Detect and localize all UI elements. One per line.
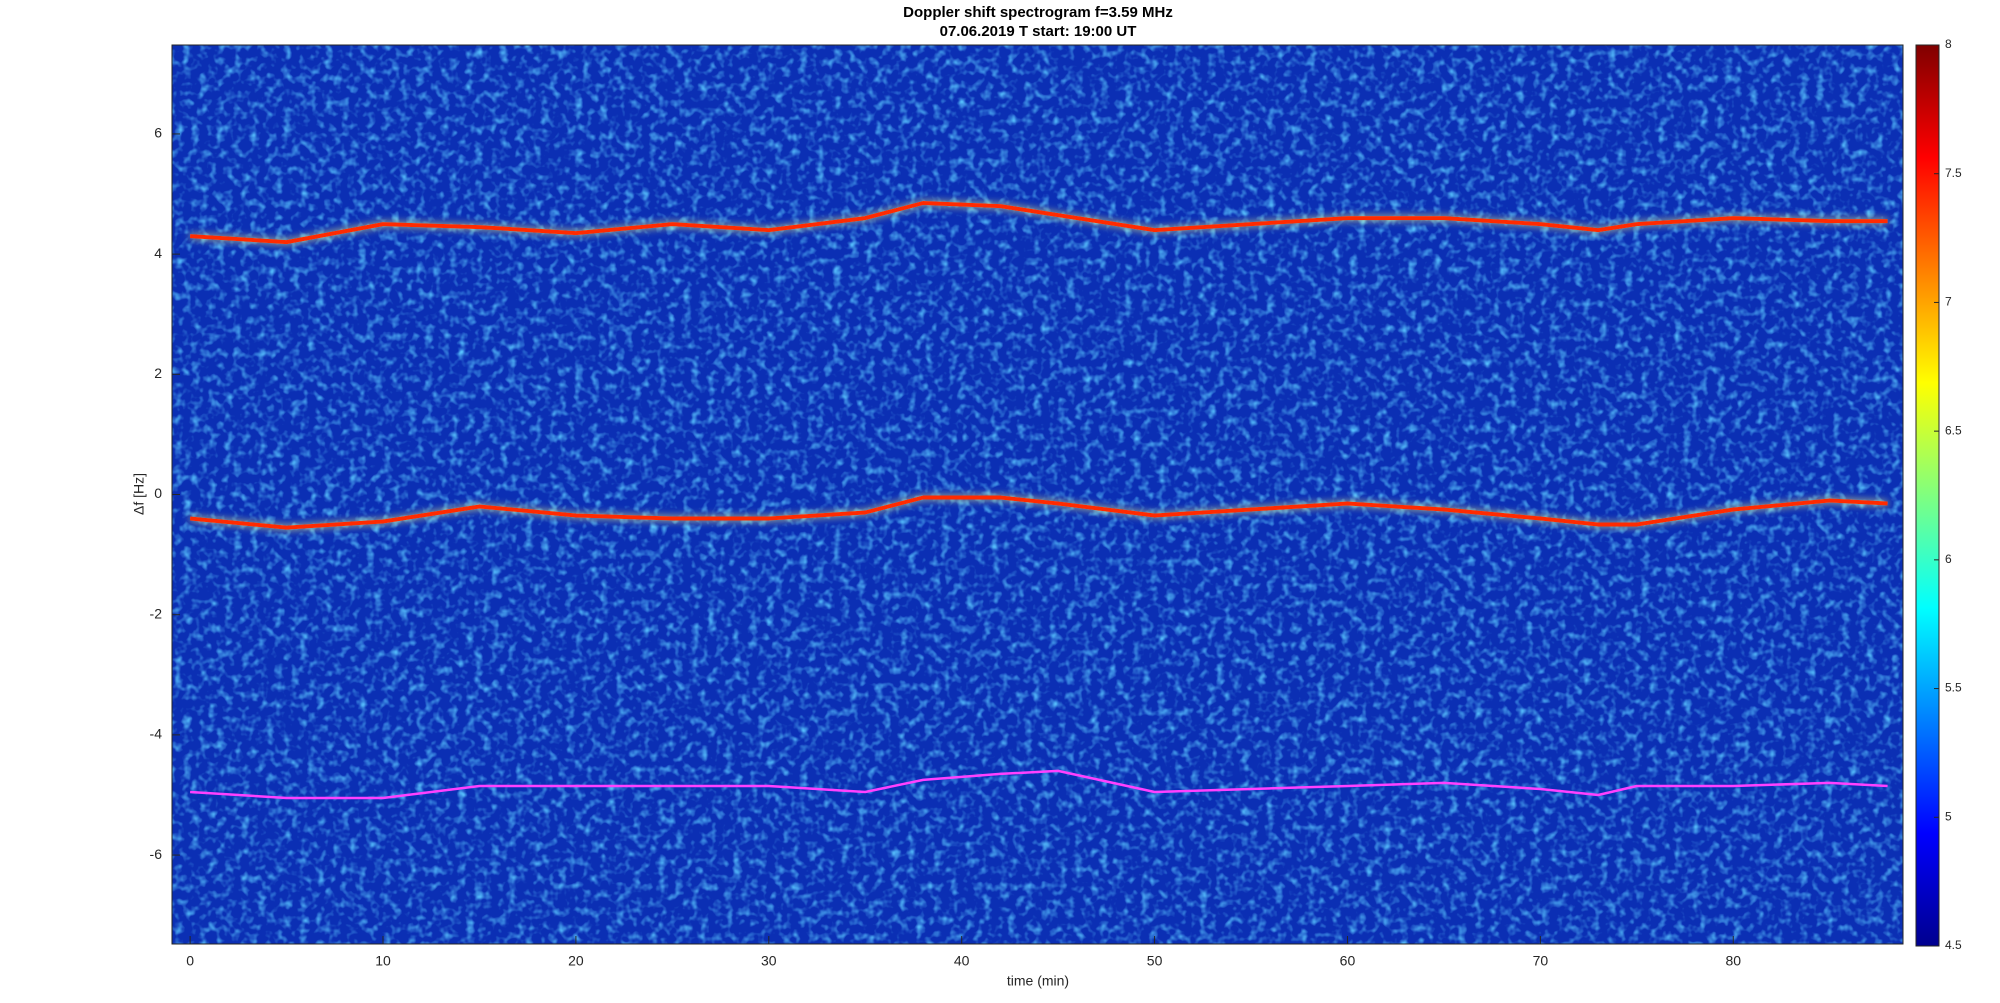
y-tick-label: 0 (154, 485, 162, 501)
y-tick-label: 4 (154, 245, 162, 261)
x-tick-label: 10 (375, 953, 391, 969)
y-tick-label: -6 (150, 846, 163, 862)
x-tick-label: 0 (186, 953, 194, 969)
trace-line (189, 201, 1888, 245)
y-tick-label: 2 (154, 365, 162, 381)
x-tick-label: 70 (1533, 953, 1549, 969)
x-tick-label: 20 (568, 953, 584, 969)
y-axis-label: Δf [Hz] (131, 473, 147, 515)
noise-texture (172, 45, 1903, 944)
chart-subtitle: 07.06.2019 T start: 19:00 UT (940, 23, 1137, 40)
colorbar-tick-label: 6.5 (1945, 423, 1962, 437)
colorbar (1916, 45, 1939, 946)
colorbar-frame (1915, 44, 1940, 947)
x-tick-label: 60 (1340, 953, 1356, 969)
colorbar-tick-label: 8 (1945, 37, 1952, 51)
colorbar-tick-label: 7.5 (1945, 166, 1962, 180)
trace-line (189, 495, 1888, 530)
y-tick-label: -4 (150, 726, 163, 742)
colorbar-tick-label: 6 (1945, 552, 1952, 566)
x-tick-label: 30 (761, 953, 777, 969)
x-tick-label: 50 (1147, 953, 1163, 969)
y-tick-label: 6 (154, 125, 162, 141)
colorbar-tick-label: 7 (1945, 295, 1952, 309)
colorbar-tick-label: 5.5 (1945, 681, 1962, 695)
x-axis-label: time (min) (1007, 973, 1069, 989)
colorbar-tick-label: 4.5 (1945, 938, 1962, 952)
x-tick-label: 40 (954, 953, 970, 969)
x-tick-label: 80 (1725, 953, 1741, 969)
colorbar-tick-label: 5 (1945, 809, 1952, 823)
chart-title: Doppler shift spectrogram f=3.59 MHz (903, 4, 1173, 21)
y-tick-label: -2 (150, 605, 163, 621)
trace-line (190, 769, 1888, 800)
